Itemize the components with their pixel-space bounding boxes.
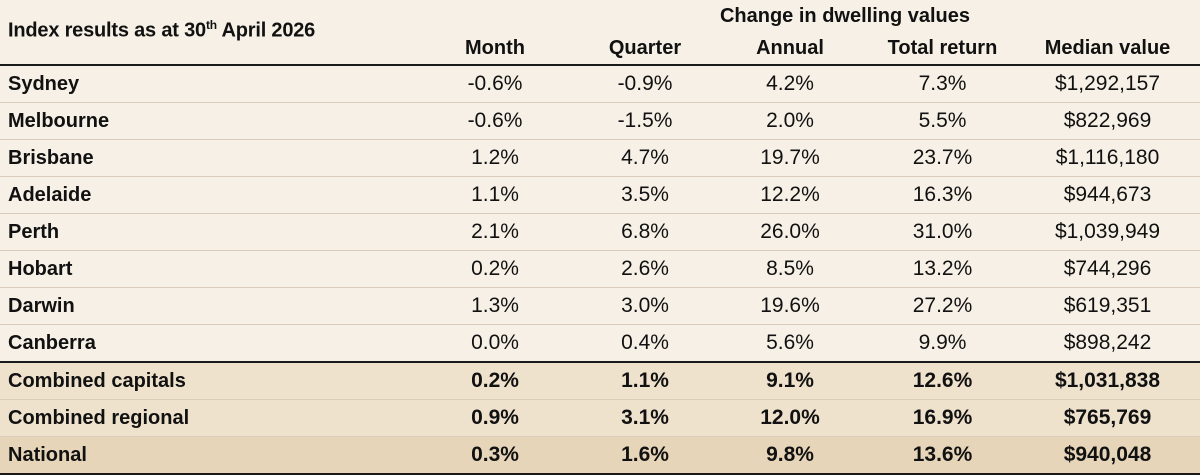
- cell-month: -0.6%: [467, 109, 523, 132]
- table-row: Darwin 1.3% 3.0% 19.6% 27.2% $619,351: [0, 288, 1200, 325]
- table-row-summary: Combined regional 0.9% 3.1% 12.0% 16.9% …: [0, 400, 1200, 437]
- column-header-median-value: Median value: [1044, 37, 1171, 59]
- cell-month: -0.6%: [467, 72, 523, 95]
- table-row-summary: Combined capitals 0.2% 1.1% 9.1% 12.6% $…: [0, 363, 1200, 400]
- row-label: National: [8, 444, 87, 466]
- cell-quarter: -0.9%: [617, 72, 673, 95]
- cell-total-return: 12.6%: [912, 369, 973, 392]
- cell-month: 0.0%: [471, 331, 519, 354]
- title-prefix: Index results as at 30: [8, 19, 206, 42]
- cell-quarter: -1.5%: [617, 109, 673, 132]
- table-body: Sydney -0.6% -0.9% 4.2% 7.3% $1,292,157 …: [0, 66, 1200, 475]
- cell-quarter: 1.6%: [621, 443, 669, 466]
- row-label: Hobart: [8, 258, 73, 280]
- column-header-quarter: Quarter: [608, 37, 682, 59]
- table-row: Melbourne -0.6% -1.5% 2.0% 5.5% $822,969: [0, 103, 1200, 140]
- group-header: Change in dwelling values: [719, 5, 971, 27]
- table-row: Sydney -0.6% -0.9% 4.2% 7.3% $1,292,157: [0, 66, 1200, 103]
- cell-total-return: 7.3%: [918, 72, 967, 95]
- cell-median-value: $1,292,157: [1054, 72, 1161, 95]
- row-label: Darwin: [8, 295, 75, 317]
- cell-month: 2.1%: [471, 220, 519, 243]
- row-label: Brisbane: [8, 147, 94, 169]
- cell-median-value: $1,039,949: [1054, 220, 1161, 243]
- cell-total-return: 5.5%: [918, 109, 967, 132]
- table-row: Hobart 0.2% 2.6% 8.5% 13.2% $744,296: [0, 251, 1200, 288]
- cell-month: 1.1%: [471, 183, 519, 206]
- table-row: Brisbane 1.2% 4.7% 19.7% 23.7% $1,116,18…: [0, 140, 1200, 177]
- row-label: Canberra: [8, 332, 96, 354]
- title-superscript: th: [205, 18, 217, 32]
- cell-month: 0.9%: [471, 406, 519, 429]
- cell-total-return: 31.0%: [912, 220, 973, 243]
- cell-annual: 4.2%: [766, 72, 814, 95]
- cell-total-return: 16.3%: [912, 183, 973, 206]
- cell-median-value: $944,673: [1063, 183, 1152, 206]
- cell-quarter: 0.4%: [621, 331, 669, 354]
- row-label: Combined capitals: [8, 370, 186, 392]
- cell-median-value: $744,296: [1063, 257, 1152, 280]
- cell-total-return: 9.9%: [918, 331, 967, 354]
- cell-quarter: 1.1%: [621, 369, 669, 392]
- table-row: Adelaide 1.1% 3.5% 12.2% 16.3% $944,673: [0, 177, 1200, 214]
- cell-median-value: $1,031,838: [1054, 369, 1161, 392]
- cell-quarter: 6.8%: [621, 220, 669, 243]
- cell-month: 1.3%: [471, 294, 519, 317]
- row-label: Melbourne: [8, 110, 110, 132]
- column-header-total-return: Total return: [887, 37, 998, 59]
- cell-annual: 19.6%: [760, 294, 820, 317]
- cell-annual: 9.8%: [766, 443, 814, 466]
- row-label: Adelaide: [8, 184, 92, 206]
- cell-median-value: $822,969: [1063, 109, 1152, 132]
- cell-median-value: $898,242: [1063, 331, 1152, 354]
- cell-quarter: 3.1%: [621, 406, 669, 429]
- cell-annual: 2.0%: [766, 109, 814, 132]
- cell-month: 0.3%: [471, 443, 519, 466]
- cell-annual: 5.6%: [766, 331, 814, 354]
- table-row: Canberra 0.0% 0.4% 5.6% 9.9% $898,242: [0, 325, 1200, 363]
- cell-median-value: $940,048: [1063, 443, 1152, 466]
- cell-annual: 19.7%: [760, 146, 820, 169]
- cell-annual: 8.5%: [766, 257, 814, 280]
- cell-total-return: 13.6%: [912, 443, 973, 466]
- cell-median-value: $1,116,180: [1055, 146, 1160, 169]
- cell-annual: 26.0%: [760, 220, 820, 243]
- table-header: Index results as at 30th April 2026 Chan…: [0, 0, 1200, 66]
- cell-total-return: 27.2%: [912, 294, 973, 317]
- table-title: Index results as at 30th April 2026: [8, 18, 315, 43]
- cell-quarter: 3.5%: [621, 183, 669, 206]
- cell-month: 0.2%: [471, 257, 519, 280]
- cell-annual: 12.0%: [760, 406, 820, 429]
- cell-annual: 12.2%: [760, 183, 820, 206]
- cell-annual: 9.1%: [766, 369, 814, 392]
- column-header-month: Month: [465, 37, 525, 59]
- cell-total-return: 16.9%: [912, 406, 973, 429]
- table-row: Perth 2.1% 6.8% 26.0% 31.0% $1,039,949: [0, 214, 1200, 251]
- cell-quarter: 4.7%: [621, 146, 669, 169]
- row-label: Sydney: [8, 73, 80, 95]
- cell-quarter: 3.0%: [621, 294, 669, 317]
- cell-median-value: $765,769: [1063, 406, 1152, 429]
- cell-month: 1.2%: [471, 146, 519, 169]
- cell-total-return: 13.2%: [912, 257, 973, 280]
- column-header-annual: Annual: [756, 37, 824, 59]
- row-label: Combined regional: [8, 407, 190, 429]
- cell-quarter: 2.6%: [621, 257, 669, 280]
- title-suffix: April 2026: [216, 19, 316, 42]
- table-row-national: National 0.3% 1.6% 9.8% 13.6% $940,048: [0, 437, 1200, 475]
- row-label: Perth: [8, 221, 60, 243]
- cell-median-value: $619,351: [1063, 294, 1152, 317]
- cell-month: 0.2%: [471, 369, 519, 392]
- cell-total-return: 23.7%: [912, 146, 973, 169]
